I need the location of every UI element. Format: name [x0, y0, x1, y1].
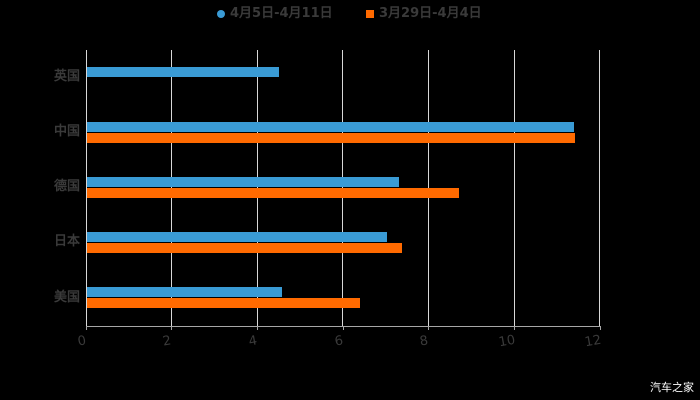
legend: 4月5日-4月11日 3月29日-4月4日: [0, 4, 700, 24]
x-tick: [600, 326, 601, 330]
x-tick: [428, 326, 429, 330]
x-tick: [514, 326, 515, 330]
x-tick: [343, 326, 344, 330]
bar-series-1[interactable]: [87, 287, 282, 297]
x-tick-label: 2: [161, 333, 173, 350]
bar-series-2[interactable]: [87, 243, 402, 253]
bar-series-1[interactable]: [87, 67, 279, 77]
y-axis-line: [86, 50, 87, 326]
x-tick-label: 0: [76, 333, 88, 350]
square-swatch-icon: [366, 10, 374, 18]
x-tick: [171, 326, 172, 330]
legend-label: 3月29日-4月4日: [379, 6, 482, 21]
watermark: 汽车之家: [650, 381, 694, 394]
x-tick: [86, 326, 87, 330]
bar-series-2[interactable]: [87, 298, 360, 308]
category-label-uk: 英国: [53, 69, 80, 84]
x-tick-label: 4: [247, 333, 259, 350]
x-tick-label: 8: [418, 333, 430, 350]
legend-label: 4月5日-4月11日: [230, 6, 333, 21]
gridline: [599, 50, 600, 326]
x-tick-label: 10: [497, 332, 517, 351]
circle-swatch-icon: [217, 10, 225, 18]
category-label-usa: 美国: [53, 290, 80, 305]
bar-series-1[interactable]: [87, 122, 574, 132]
bar-series-2[interactable]: [87, 133, 575, 143]
gridline: [514, 50, 515, 326]
category-label-japan: 日本: [53, 234, 80, 249]
x-tick-label: 12: [583, 332, 603, 351]
bar-series-2[interactable]: [87, 188, 459, 198]
category-label-china: 中国: [53, 124, 80, 139]
bar-series-1[interactable]: [87, 177, 399, 187]
x-tick: [257, 326, 258, 330]
category-label-germany: 德国: [53, 179, 80, 194]
bar-series-1[interactable]: [87, 232, 387, 242]
x-tick-label: 6: [333, 333, 345, 350]
